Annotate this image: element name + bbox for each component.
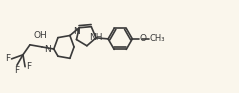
Text: F: F xyxy=(26,62,31,71)
Text: NH: NH xyxy=(89,33,102,42)
Text: CH₃: CH₃ xyxy=(150,34,165,43)
Text: N: N xyxy=(44,45,51,54)
Text: O: O xyxy=(140,34,147,43)
Text: OH: OH xyxy=(34,31,48,40)
Text: F: F xyxy=(5,54,11,63)
Text: N: N xyxy=(73,27,80,36)
Text: F: F xyxy=(14,66,19,75)
